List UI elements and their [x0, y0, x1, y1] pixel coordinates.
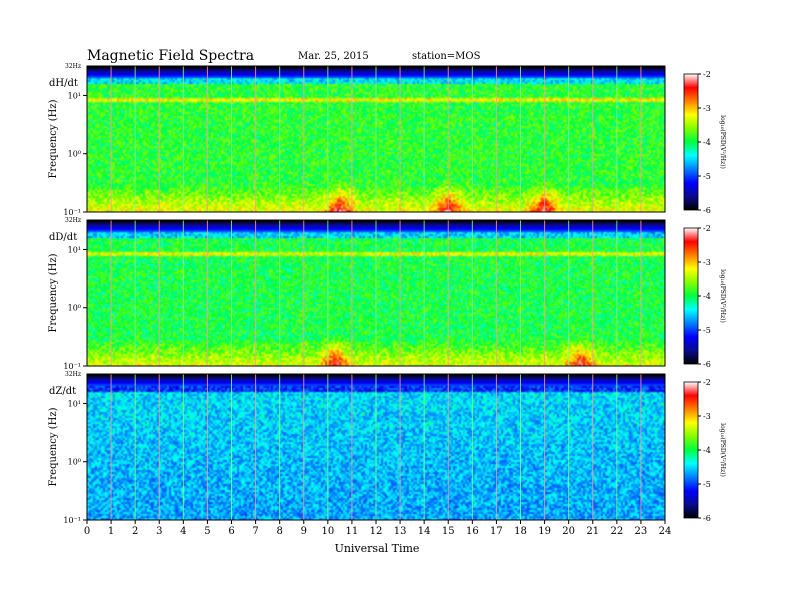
- colorbar-tick-label: -2: [703, 70, 711, 79]
- y-axis-label: Frequency (Hz): [48, 253, 59, 332]
- colorbar-tick-label: -3: [703, 412, 711, 421]
- x-tick-label: 15: [442, 526, 455, 537]
- x-tick-label: 14: [418, 526, 431, 537]
- panel-frame: [86, 65, 666, 213]
- top-frequency-tick: 32Hz: [65, 217, 81, 224]
- colorbar-tick-label: -6: [703, 360, 711, 369]
- x-tick-label: 1: [108, 526, 114, 537]
- x-tick-label: 10: [321, 526, 334, 537]
- x-axis: 0 1 2 3 4 5 6 7 8 9 10 11 12 13 14 15 16 17 18 19 20 21 22 23 24: [84, 520, 672, 537]
- colorbar-tick-label: -6: [703, 514, 711, 523]
- spectrogram-panel-dh-dt: dH/dt 32Hz 10⁻¹ 10⁰ 10¹ Frequency (Hz) -2 -3 -4 -…: [48, 63, 726, 217]
- figure-title: Magnetic Field Spectra: [87, 48, 254, 64]
- colorbar-tick-label: -3: [703, 258, 711, 267]
- x-tick-label: 0: [84, 526, 90, 537]
- spectrogram-panel-dz-dt: dZ/dt 32Hz 10⁻¹ 10⁰ 10¹ Frequency (Hz) -2 -3 -4 -…: [48, 371, 726, 525]
- colorbar-tick-label: -4: [703, 446, 711, 455]
- top-frequency-tick: 32Hz: [65, 371, 81, 378]
- y-tick-label: 10¹: [68, 91, 81, 100]
- x-tick-label: 7: [252, 526, 258, 537]
- top-frequency-tick: 32Hz: [65, 63, 81, 70]
- x-tick-label: 4: [180, 526, 186, 537]
- x-tick-label: 22: [610, 526, 623, 537]
- x-tick-label: 18: [514, 526, 527, 537]
- x-tick-label: 17: [490, 526, 503, 537]
- x-tick-label: 5: [204, 526, 210, 537]
- colorbar-tick-label: -4: [703, 138, 711, 147]
- colorbar-tick-label: -5: [703, 480, 711, 489]
- x-tick-label: 20: [562, 526, 575, 537]
- colorbar: [683, 227, 699, 365]
- x-axis-label: Universal Time: [335, 542, 420, 555]
- y-axis-label: Frequency (Hz): [48, 99, 59, 178]
- x-tick-label: 13: [394, 526, 407, 537]
- y-tick-label: 10⁻¹: [63, 362, 81, 371]
- x-tick-label: 9: [301, 526, 307, 537]
- panel-frame: [86, 219, 666, 367]
- y-tick-label: 10⁻¹: [63, 208, 81, 217]
- x-tick-label: 11: [346, 526, 359, 537]
- panel-label: dH/dt: [49, 78, 78, 89]
- colorbar-tick-label: -6: [703, 206, 711, 215]
- colorbar-tick-label: -5: [703, 172, 711, 181]
- figure-station: station=MOS: [412, 51, 481, 62]
- colorbar-tick-label: -5: [703, 326, 711, 335]
- colorbar-label: log₁₀(PSD(V²/Hz)): [719, 115, 726, 169]
- x-tick-label: 24: [659, 526, 672, 537]
- y-tick-label: 10¹: [68, 399, 81, 408]
- x-tick-label: 23: [635, 526, 648, 537]
- y-tick-label: 10⁻¹: [63, 516, 81, 525]
- colorbar: [683, 73, 699, 211]
- panel-label: dZ/dt: [49, 386, 76, 397]
- x-tick-label: 2: [132, 526, 138, 537]
- y-tick-label: 10⁰: [68, 150, 81, 159]
- y-tick-label: 10⁰: [68, 458, 81, 467]
- y-tick-label: 10¹: [68, 245, 81, 254]
- figure-date: Mar. 25, 2015: [298, 51, 369, 62]
- colorbar-tick-label: -4: [703, 292, 711, 301]
- colorbar-tick-label: -2: [703, 378, 711, 387]
- spectrogram-panel-dd-dt: dD/dt 32Hz 10⁻¹ 10⁰ 10¹ Frequency (Hz) -2 -3 -4 -…: [48, 217, 726, 371]
- colorbar-label: log₁₀(PSD(V²/Hz)): [719, 269, 726, 323]
- y-tick-label: 10⁰: [68, 304, 81, 313]
- colorbar-tick-label: -2: [703, 224, 711, 233]
- x-tick-label: 6: [228, 526, 234, 537]
- x-tick-label: 8: [276, 526, 282, 537]
- x-tick-label: 16: [466, 526, 479, 537]
- x-tick-label: 12: [370, 526, 383, 537]
- colorbar-label: log₁₀(PSD(V²/Hz)): [719, 423, 726, 477]
- x-tick-label: 3: [156, 526, 162, 537]
- y-axis-label: Frequency (Hz): [48, 407, 59, 486]
- colorbar: [683, 381, 699, 519]
- x-tick-label: 19: [538, 526, 551, 537]
- colorbar-tick-label: -3: [703, 104, 711, 113]
- panel-label: dD/dt: [49, 232, 77, 243]
- x-tick-label: 21: [586, 526, 599, 537]
